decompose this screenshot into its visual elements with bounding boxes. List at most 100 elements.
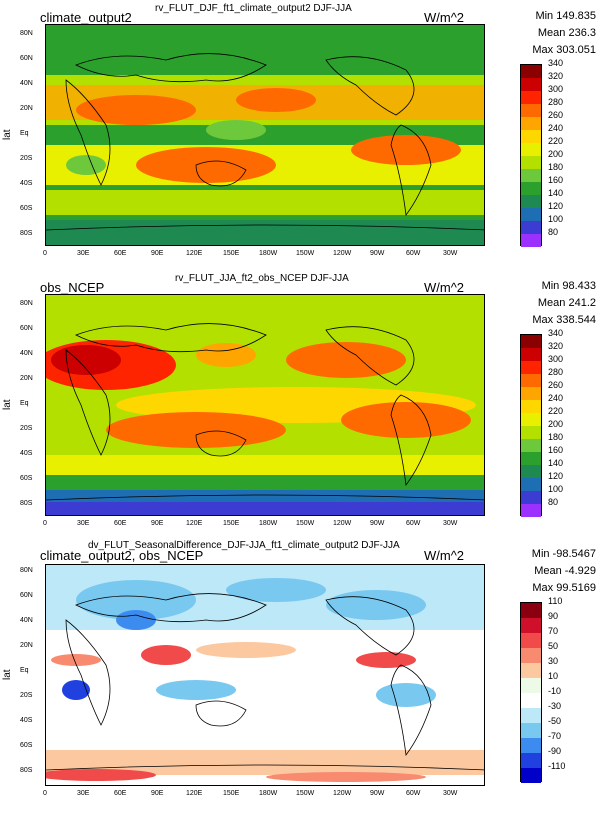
colorbar-segment bbox=[521, 504, 541, 517]
y-axis-label: lat bbox=[2, 399, 13, 410]
lat-tick: 20S bbox=[20, 692, 33, 699]
lat-tick: 60N bbox=[20, 325, 33, 332]
lon-tick: 150W bbox=[296, 790, 315, 797]
colorbar-segment bbox=[521, 400, 541, 413]
colorbar-tick-label: 160 bbox=[548, 175, 564, 185]
colorbar-tick-label: -70 bbox=[548, 731, 562, 741]
lon-tick: 0 bbox=[43, 520, 47, 527]
colorbar-segment bbox=[521, 738, 541, 753]
stat-max: Max 99.5169 bbox=[532, 582, 596, 594]
map-field bbox=[46, 25, 484, 245]
colorbar-tick-label: 180 bbox=[548, 432, 564, 442]
lon-tick: 90E bbox=[151, 250, 164, 257]
lon-tick: 150E bbox=[223, 250, 240, 257]
lon-tick: 60W bbox=[406, 790, 421, 797]
colorbar-tick-label: 220 bbox=[548, 136, 564, 146]
lon-tick: 120W bbox=[333, 790, 352, 797]
lon-tick: 0 bbox=[43, 250, 47, 257]
colorbar-tick-label: -90 bbox=[548, 746, 562, 756]
stat-max: Max 303.051 bbox=[532, 44, 596, 56]
colorbar-segment bbox=[521, 618, 541, 633]
lon-tick: 120E bbox=[186, 250, 203, 257]
colorbar-tick-label: 260 bbox=[548, 110, 564, 120]
colorbar-tick-label: 320 bbox=[548, 341, 564, 351]
lat-tick: 20S bbox=[20, 425, 33, 432]
colorbar-tick-label: 220 bbox=[548, 406, 564, 416]
map-plot bbox=[45, 564, 485, 786]
colorbar-segment bbox=[521, 413, 541, 426]
colorbar-segment bbox=[521, 603, 541, 618]
stat-min: Min 149.835 bbox=[535, 10, 596, 22]
colorbar-segment bbox=[521, 117, 541, 130]
colorbar-segment bbox=[521, 478, 541, 491]
colorbar bbox=[520, 602, 542, 783]
units-label: W/m^2 bbox=[424, 280, 465, 295]
lon-tick: 30E bbox=[77, 790, 90, 797]
colorbar bbox=[520, 64, 542, 247]
lat-tick: 80N bbox=[20, 300, 33, 307]
colorbar-segment bbox=[521, 452, 541, 465]
colorbar-segment bbox=[521, 348, 541, 361]
lon-tick: 30W bbox=[443, 790, 458, 797]
lat-tick: 60S bbox=[20, 475, 33, 482]
colorbar-segment bbox=[521, 648, 541, 663]
stat-max: Max 338.544 bbox=[532, 314, 596, 326]
panel-title: dv_FLUT_SeasonalDifference_DJF-JJA_ft1_c… bbox=[88, 540, 400, 551]
colorbar-tick-label: 10 bbox=[548, 671, 559, 681]
stat-min: Min -98.5467 bbox=[531, 548, 596, 560]
colorbar-tick-label: -10 bbox=[548, 686, 562, 696]
panel-2: rv_FLUT_JJA_ft2_obs_NCEP DJF-JJA obs_NCE… bbox=[0, 270, 606, 540]
panel-title: rv_FLUT_JJA_ft2_obs_NCEP DJF-JJA bbox=[175, 273, 349, 284]
lat-tick: 80N bbox=[20, 567, 33, 574]
colorbar-tick-label: 180 bbox=[548, 162, 564, 172]
lat-tick: 60N bbox=[20, 592, 33, 599]
colorbar-tick-label: 280 bbox=[548, 97, 564, 107]
lat-tick: 60S bbox=[20, 742, 33, 749]
colorbar-tick-label: 340 bbox=[548, 328, 564, 338]
colorbar-tick-label: 140 bbox=[548, 188, 564, 198]
lat-tick: 40S bbox=[20, 180, 33, 187]
colorbar-tick-label: 140 bbox=[548, 458, 564, 468]
lon-tick: 60W bbox=[406, 520, 421, 527]
colorbar-tick-label: 240 bbox=[548, 393, 564, 403]
lon-tick: 150W bbox=[296, 250, 315, 257]
colorbar-tick-label: 70 bbox=[548, 626, 559, 636]
colorbar-tick-label: 80 bbox=[548, 497, 559, 507]
colorbar-tick-label: -30 bbox=[548, 701, 562, 711]
lon-tick: 120W bbox=[333, 250, 352, 257]
colorbar-segment bbox=[521, 768, 541, 783]
dataset-name: climate_output2, obs_NCEP bbox=[40, 548, 204, 563]
lat-tick: Eq bbox=[20, 130, 29, 137]
colorbar-segment bbox=[521, 361, 541, 374]
lon-tick: 30W bbox=[443, 520, 458, 527]
colorbar-segment bbox=[521, 491, 541, 504]
colorbar-tick-label: 160 bbox=[548, 445, 564, 455]
lat-tick: 40N bbox=[20, 80, 33, 87]
lon-tick: 90E bbox=[151, 520, 164, 527]
lat-tick: 20N bbox=[20, 105, 33, 112]
lat-tick: 40S bbox=[20, 450, 33, 457]
map-plot bbox=[45, 294, 485, 516]
colorbar-tick-label: 200 bbox=[548, 149, 564, 159]
colorbar-segment bbox=[521, 156, 541, 169]
colorbar-segment bbox=[521, 374, 541, 387]
lat-tick: 40N bbox=[20, 350, 33, 357]
lon-tick: 60W bbox=[406, 250, 421, 257]
map-field bbox=[46, 565, 484, 785]
lat-tick: 20N bbox=[20, 642, 33, 649]
colorbar-tick-label: 120 bbox=[548, 201, 564, 211]
colorbar-segment bbox=[521, 78, 541, 91]
lon-tick: 150E bbox=[223, 790, 240, 797]
lon-tick: 30W bbox=[443, 250, 458, 257]
colorbar-tick-label: 90 bbox=[548, 611, 559, 621]
dataset-name: climate_output2 bbox=[40, 10, 132, 25]
colorbar-segment bbox=[521, 234, 541, 247]
colorbar-segment bbox=[521, 708, 541, 723]
colorbar-segment bbox=[521, 182, 541, 195]
lat-tick: 60N bbox=[20, 55, 33, 62]
colorbar-tick-label: 100 bbox=[548, 214, 564, 224]
lat-tick: 80S bbox=[20, 767, 33, 774]
colorbar-tick-label: 240 bbox=[548, 123, 564, 133]
colorbar-segment bbox=[521, 208, 541, 221]
lon-tick: 30E bbox=[77, 250, 90, 257]
